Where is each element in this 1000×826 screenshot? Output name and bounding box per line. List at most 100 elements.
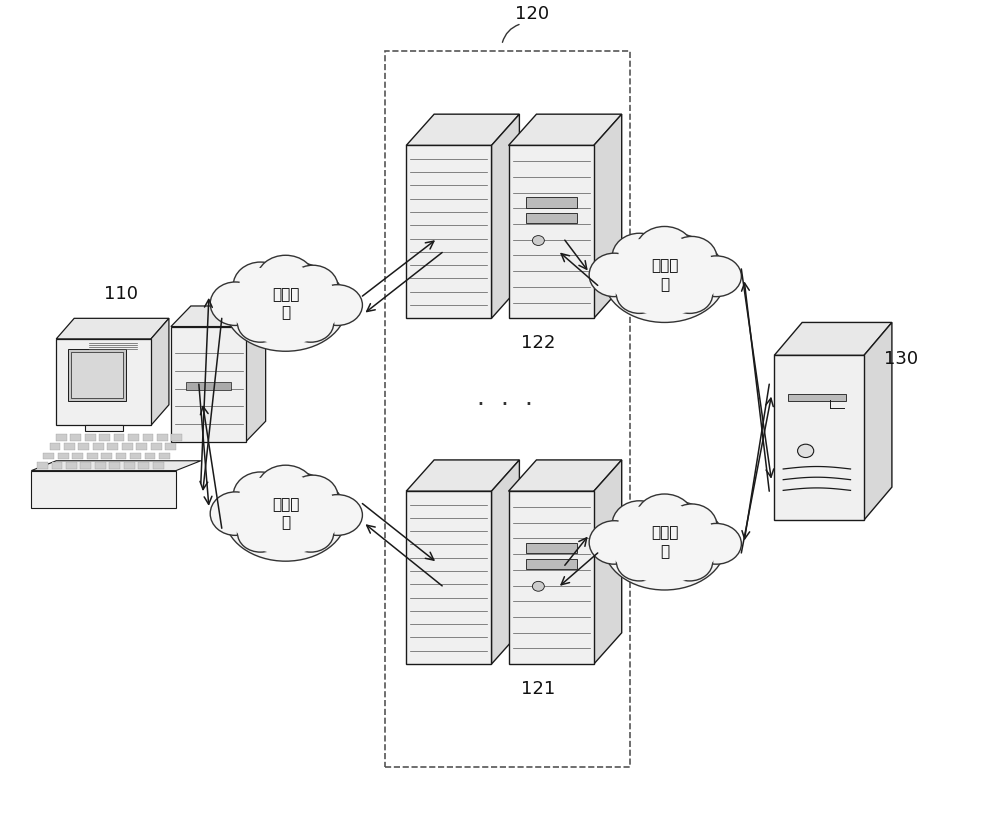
Polygon shape <box>406 460 519 491</box>
Bar <box>109 462 120 469</box>
Bar <box>68 349 126 401</box>
Bar <box>101 453 112 459</box>
Ellipse shape <box>589 254 639 297</box>
Bar <box>43 453 54 459</box>
Bar <box>56 434 67 440</box>
Text: 122: 122 <box>521 334 555 352</box>
Ellipse shape <box>636 494 693 541</box>
Bar <box>52 462 62 469</box>
Polygon shape <box>509 491 594 664</box>
Bar <box>526 543 577 553</box>
Ellipse shape <box>691 256 741 297</box>
Polygon shape <box>774 355 864 520</box>
Bar <box>165 444 176 450</box>
Text: 110: 110 <box>104 285 138 302</box>
Ellipse shape <box>288 475 338 519</box>
Ellipse shape <box>232 268 339 344</box>
Bar <box>171 434 182 440</box>
Ellipse shape <box>225 261 347 351</box>
Ellipse shape <box>612 501 667 548</box>
Text: 网络连
接: 网络连 接 <box>651 525 678 559</box>
Circle shape <box>798 444 814 458</box>
Ellipse shape <box>263 471 309 509</box>
Bar <box>124 462 135 469</box>
Ellipse shape <box>293 271 332 306</box>
Ellipse shape <box>672 278 707 308</box>
Polygon shape <box>246 306 266 442</box>
Polygon shape <box>31 461 201 471</box>
Text: 网络连
接: 网络连 接 <box>651 258 678 292</box>
Ellipse shape <box>293 307 328 337</box>
Ellipse shape <box>239 268 282 306</box>
Bar <box>143 434 153 440</box>
Ellipse shape <box>237 514 283 552</box>
Polygon shape <box>491 460 519 664</box>
Circle shape <box>532 582 544 591</box>
Text: 130: 130 <box>884 350 918 368</box>
Ellipse shape <box>618 240 661 278</box>
Bar <box>70 434 81 440</box>
Polygon shape <box>171 306 266 326</box>
Bar <box>99 434 110 440</box>
Bar <box>130 453 141 459</box>
Bar <box>50 444 60 450</box>
Polygon shape <box>509 145 594 318</box>
Ellipse shape <box>642 232 688 270</box>
Bar <box>72 453 83 459</box>
Ellipse shape <box>667 543 713 581</box>
Bar <box>116 453 126 459</box>
Bar <box>526 197 577 207</box>
Ellipse shape <box>318 289 357 321</box>
Ellipse shape <box>604 232 726 322</box>
Ellipse shape <box>622 278 657 308</box>
Polygon shape <box>594 114 622 318</box>
Polygon shape <box>491 114 519 318</box>
Bar <box>64 444 75 450</box>
Bar <box>58 453 69 459</box>
Polygon shape <box>509 114 622 145</box>
Bar <box>186 382 231 390</box>
Ellipse shape <box>667 236 717 280</box>
Text: ·  ·  ·: · · · <box>477 393 533 417</box>
Ellipse shape <box>210 282 260 325</box>
Ellipse shape <box>697 260 736 292</box>
Polygon shape <box>171 326 246 442</box>
Ellipse shape <box>589 520 639 564</box>
Circle shape <box>532 235 544 245</box>
Bar <box>526 558 577 569</box>
Bar <box>37 462 48 469</box>
Ellipse shape <box>243 517 278 547</box>
Ellipse shape <box>288 265 338 309</box>
Ellipse shape <box>257 465 314 512</box>
Ellipse shape <box>216 496 255 531</box>
Polygon shape <box>56 318 169 339</box>
Bar <box>78 444 89 450</box>
Ellipse shape <box>293 481 332 515</box>
Text: 120: 120 <box>515 5 549 23</box>
Bar <box>87 453 98 459</box>
Bar <box>159 453 170 459</box>
Ellipse shape <box>318 499 357 531</box>
Bar <box>107 444 118 450</box>
Polygon shape <box>774 322 892 355</box>
Polygon shape <box>406 145 491 318</box>
Bar <box>157 434 168 440</box>
Ellipse shape <box>672 510 711 544</box>
Bar <box>138 462 149 469</box>
Ellipse shape <box>595 525 634 560</box>
Bar <box>122 444 133 450</box>
Ellipse shape <box>636 226 693 273</box>
Ellipse shape <box>595 258 634 292</box>
Bar <box>385 50 630 767</box>
Bar <box>95 462 106 469</box>
Bar <box>145 453 155 459</box>
Bar <box>128 434 139 440</box>
Bar <box>114 434 124 440</box>
Ellipse shape <box>611 239 718 316</box>
Polygon shape <box>85 425 123 431</box>
Bar <box>136 444 147 450</box>
Ellipse shape <box>293 517 328 547</box>
Bar <box>66 462 77 469</box>
Text: 网络连
接: 网络连 接 <box>272 496 299 530</box>
Ellipse shape <box>618 506 661 544</box>
